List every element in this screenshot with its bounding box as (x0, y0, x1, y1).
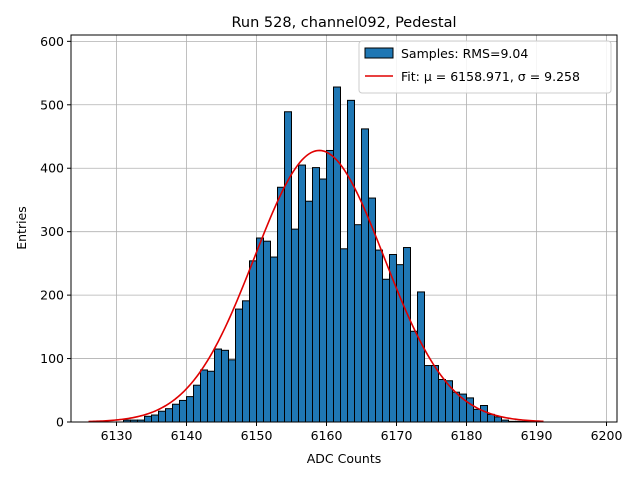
histogram-bar (263, 240, 271, 423)
histogram-bar (186, 396, 194, 423)
y-tick-label: 200 (40, 288, 64, 303)
x-tick-label: 6190 (521, 428, 553, 443)
histogram-bar (242, 300, 250, 423)
histogram-bar (473, 408, 481, 423)
x-tick-label: 6200 (591, 428, 623, 443)
histogram-bar (270, 256, 278, 423)
histogram-bar (431, 365, 439, 423)
histogram-bar (354, 224, 362, 423)
plot-frame (70, 34, 618, 423)
histogram-bar (298, 164, 306, 423)
histogram-bar (424, 365, 432, 423)
y-tick-label: 400 (40, 161, 64, 176)
x-tick-label: 6130 (101, 428, 133, 443)
x-tick-label: 6170 (381, 428, 413, 443)
x-tick-label: 6150 (241, 428, 273, 443)
histogram-bar (179, 399, 187, 423)
x-axis-label: ADC Counts (307, 451, 382, 466)
histogram-bar (410, 330, 418, 423)
histogram-bar (228, 359, 236, 423)
histogram-bar (284, 111, 292, 423)
histogram-bar (319, 178, 327, 423)
y-tick-label: 100 (40, 351, 64, 366)
y-tick-label: 500 (40, 97, 64, 112)
histogram-bar (312, 167, 320, 423)
y-tick-label: 0 (56, 415, 64, 430)
legend-box (358, 40, 612, 94)
histogram-bar (333, 86, 341, 423)
x-tick-label: 6180 (451, 428, 483, 443)
legend-swatch-histogram (364, 47, 394, 59)
histogram-bar (144, 415, 152, 423)
histogram-bar (452, 391, 460, 423)
histogram-bar (256, 237, 264, 423)
histogram-bar (396, 264, 404, 423)
histogram-bar (403, 247, 411, 423)
histogram-bar (326, 149, 334, 423)
histogram-bar (375, 249, 383, 423)
histogram-bar (235, 308, 243, 423)
histogram-bar (165, 408, 173, 423)
y-tick-label: 300 (40, 224, 64, 239)
y-axis-label: Entries (14, 206, 29, 250)
histogram-bar (305, 200, 313, 423)
histogram-bars (123, 86, 537, 423)
histogram-bar (361, 128, 369, 423)
histogram-bar (193, 384, 201, 423)
histogram-bar (291, 228, 299, 423)
histogram-bar (417, 291, 425, 423)
chart-title: Run 528, channel092, Pedestal (231, 15, 456, 31)
histogram-bar (172, 403, 180, 423)
histogram-bar (214, 348, 222, 423)
legend-label-histogram: Samples: RMS=9.04 (401, 46, 528, 61)
x-tick-label: 6140 (171, 428, 203, 443)
legend-label-fit: Fit: μ = 6158.971, σ = 9.258 (401, 69, 580, 84)
x-tick-label: 6160 (311, 428, 343, 443)
histogram-bar (207, 370, 215, 423)
histogram-bar (200, 369, 208, 423)
histogram-bar (340, 248, 348, 423)
histogram-bar (494, 416, 502, 423)
histogram-bar (249, 260, 257, 423)
histogram-bar (221, 349, 229, 423)
histogram-bar (277, 186, 285, 423)
histogram-bar (480, 405, 488, 423)
histogram-bar (487, 413, 495, 423)
histogram-bar (158, 410, 166, 423)
x-axis-ticks: 6130 6140 6150 6160 6170 6180 6190 6200 (101, 422, 623, 443)
histogram-bar (382, 278, 390, 423)
legend: Samples: RMS=9.04 Fit: μ = 6158.971, σ =… (358, 40, 612, 94)
histogram-bar (151, 414, 159, 423)
gaussian-fit-curve (88, 149, 544, 423)
histogram-bar (438, 378, 446, 423)
y-axis-ticks: 0 100 200 300 400 500 600 (40, 34, 71, 430)
histogram-bar (347, 99, 355, 423)
y-tick-label: 600 (40, 34, 64, 49)
